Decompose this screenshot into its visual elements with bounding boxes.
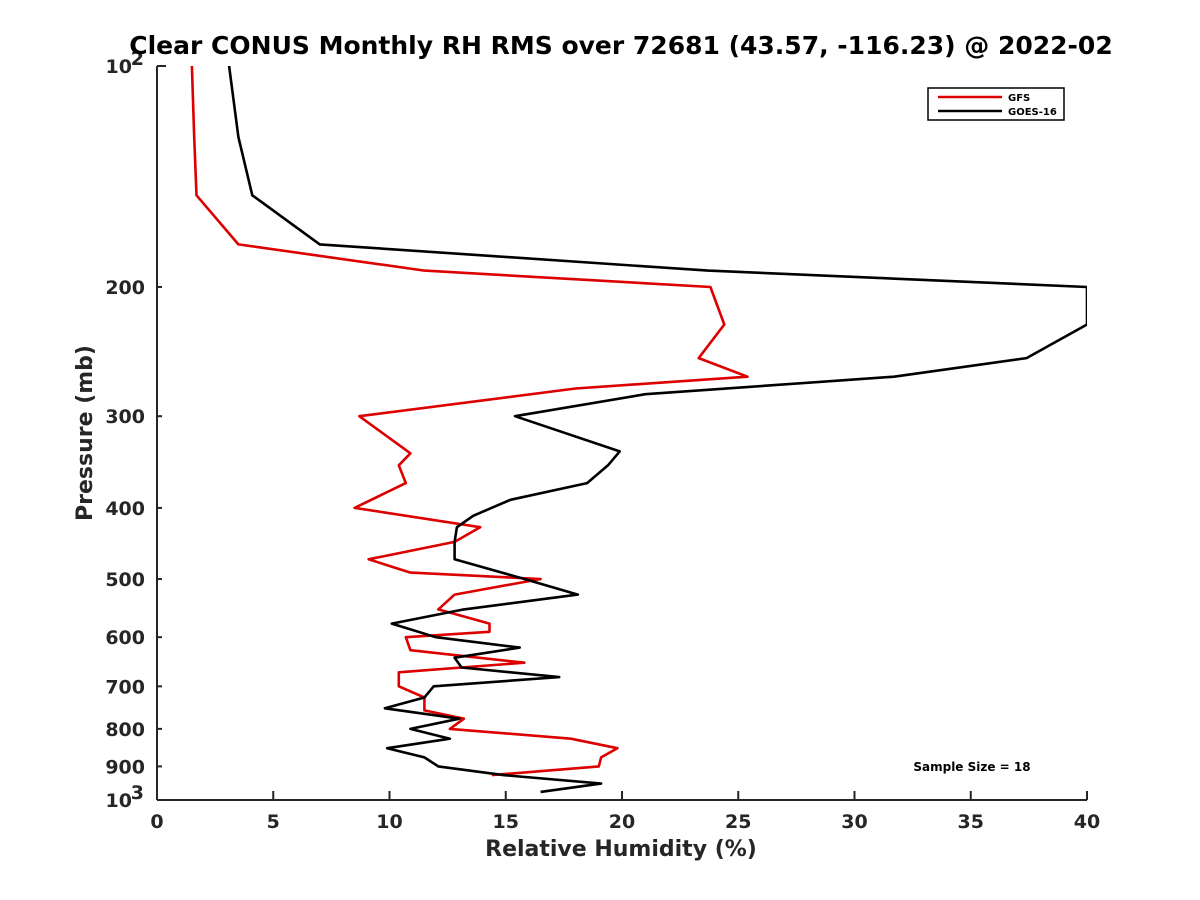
y-tick-label: 900: [105, 756, 145, 778]
x-tick-label: 15: [493, 811, 519, 833]
x-axis-label: Relative Humidity (%): [485, 837, 757, 862]
y-decade-exponent: 3: [131, 782, 144, 804]
axes: [156, 65, 1088, 801]
series-lines: [190, 66, 1087, 794]
legend: GFS GOES-16: [927, 87, 1065, 121]
y-tick-label: 200: [105, 277, 145, 299]
x-tick-label: 40: [1074, 811, 1100, 833]
y-axis-label: Pressure (mb): [73, 345, 98, 521]
y-decade-exponent: 2: [131, 48, 144, 70]
y-decade-label: 10: [106, 790, 132, 812]
x-tick-label: 30: [841, 811, 867, 833]
y-tick-label: 600: [105, 627, 145, 649]
legend-box: [927, 87, 1065, 121]
chart-title: Clear CONUS Monthly RH RMS over 72681 (4…: [129, 31, 1112, 60]
y-tick-label: 500: [105, 569, 145, 591]
series-line-goes16: [227, 66, 1087, 794]
x-tick-label: 20: [609, 811, 635, 833]
x-tick-label: 25: [725, 811, 751, 833]
y-tick-label: 700: [105, 676, 145, 698]
y-tick-label: 800: [105, 719, 145, 741]
x-tick-label: 10: [376, 811, 402, 833]
x-tick-label: 35: [958, 811, 984, 833]
legend-label-gfs: GFS: [1008, 93, 1030, 104]
sample-size-annotation: Sample Size = 18: [913, 760, 1030, 774]
y-tick-label: 300: [105, 406, 145, 428]
x-tick-label: 0: [150, 811, 163, 833]
y-tick-label: 400: [105, 498, 145, 520]
y-decade-label: 10: [106, 56, 132, 78]
tick-labels: 0 5 10 15 20 25 30 35 40 200 300 400 500 600 700 800 900…: [105, 48, 1100, 833]
legend-label-goes16: GOES-16: [1008, 107, 1057, 118]
x-tick-label: 5: [267, 811, 280, 833]
